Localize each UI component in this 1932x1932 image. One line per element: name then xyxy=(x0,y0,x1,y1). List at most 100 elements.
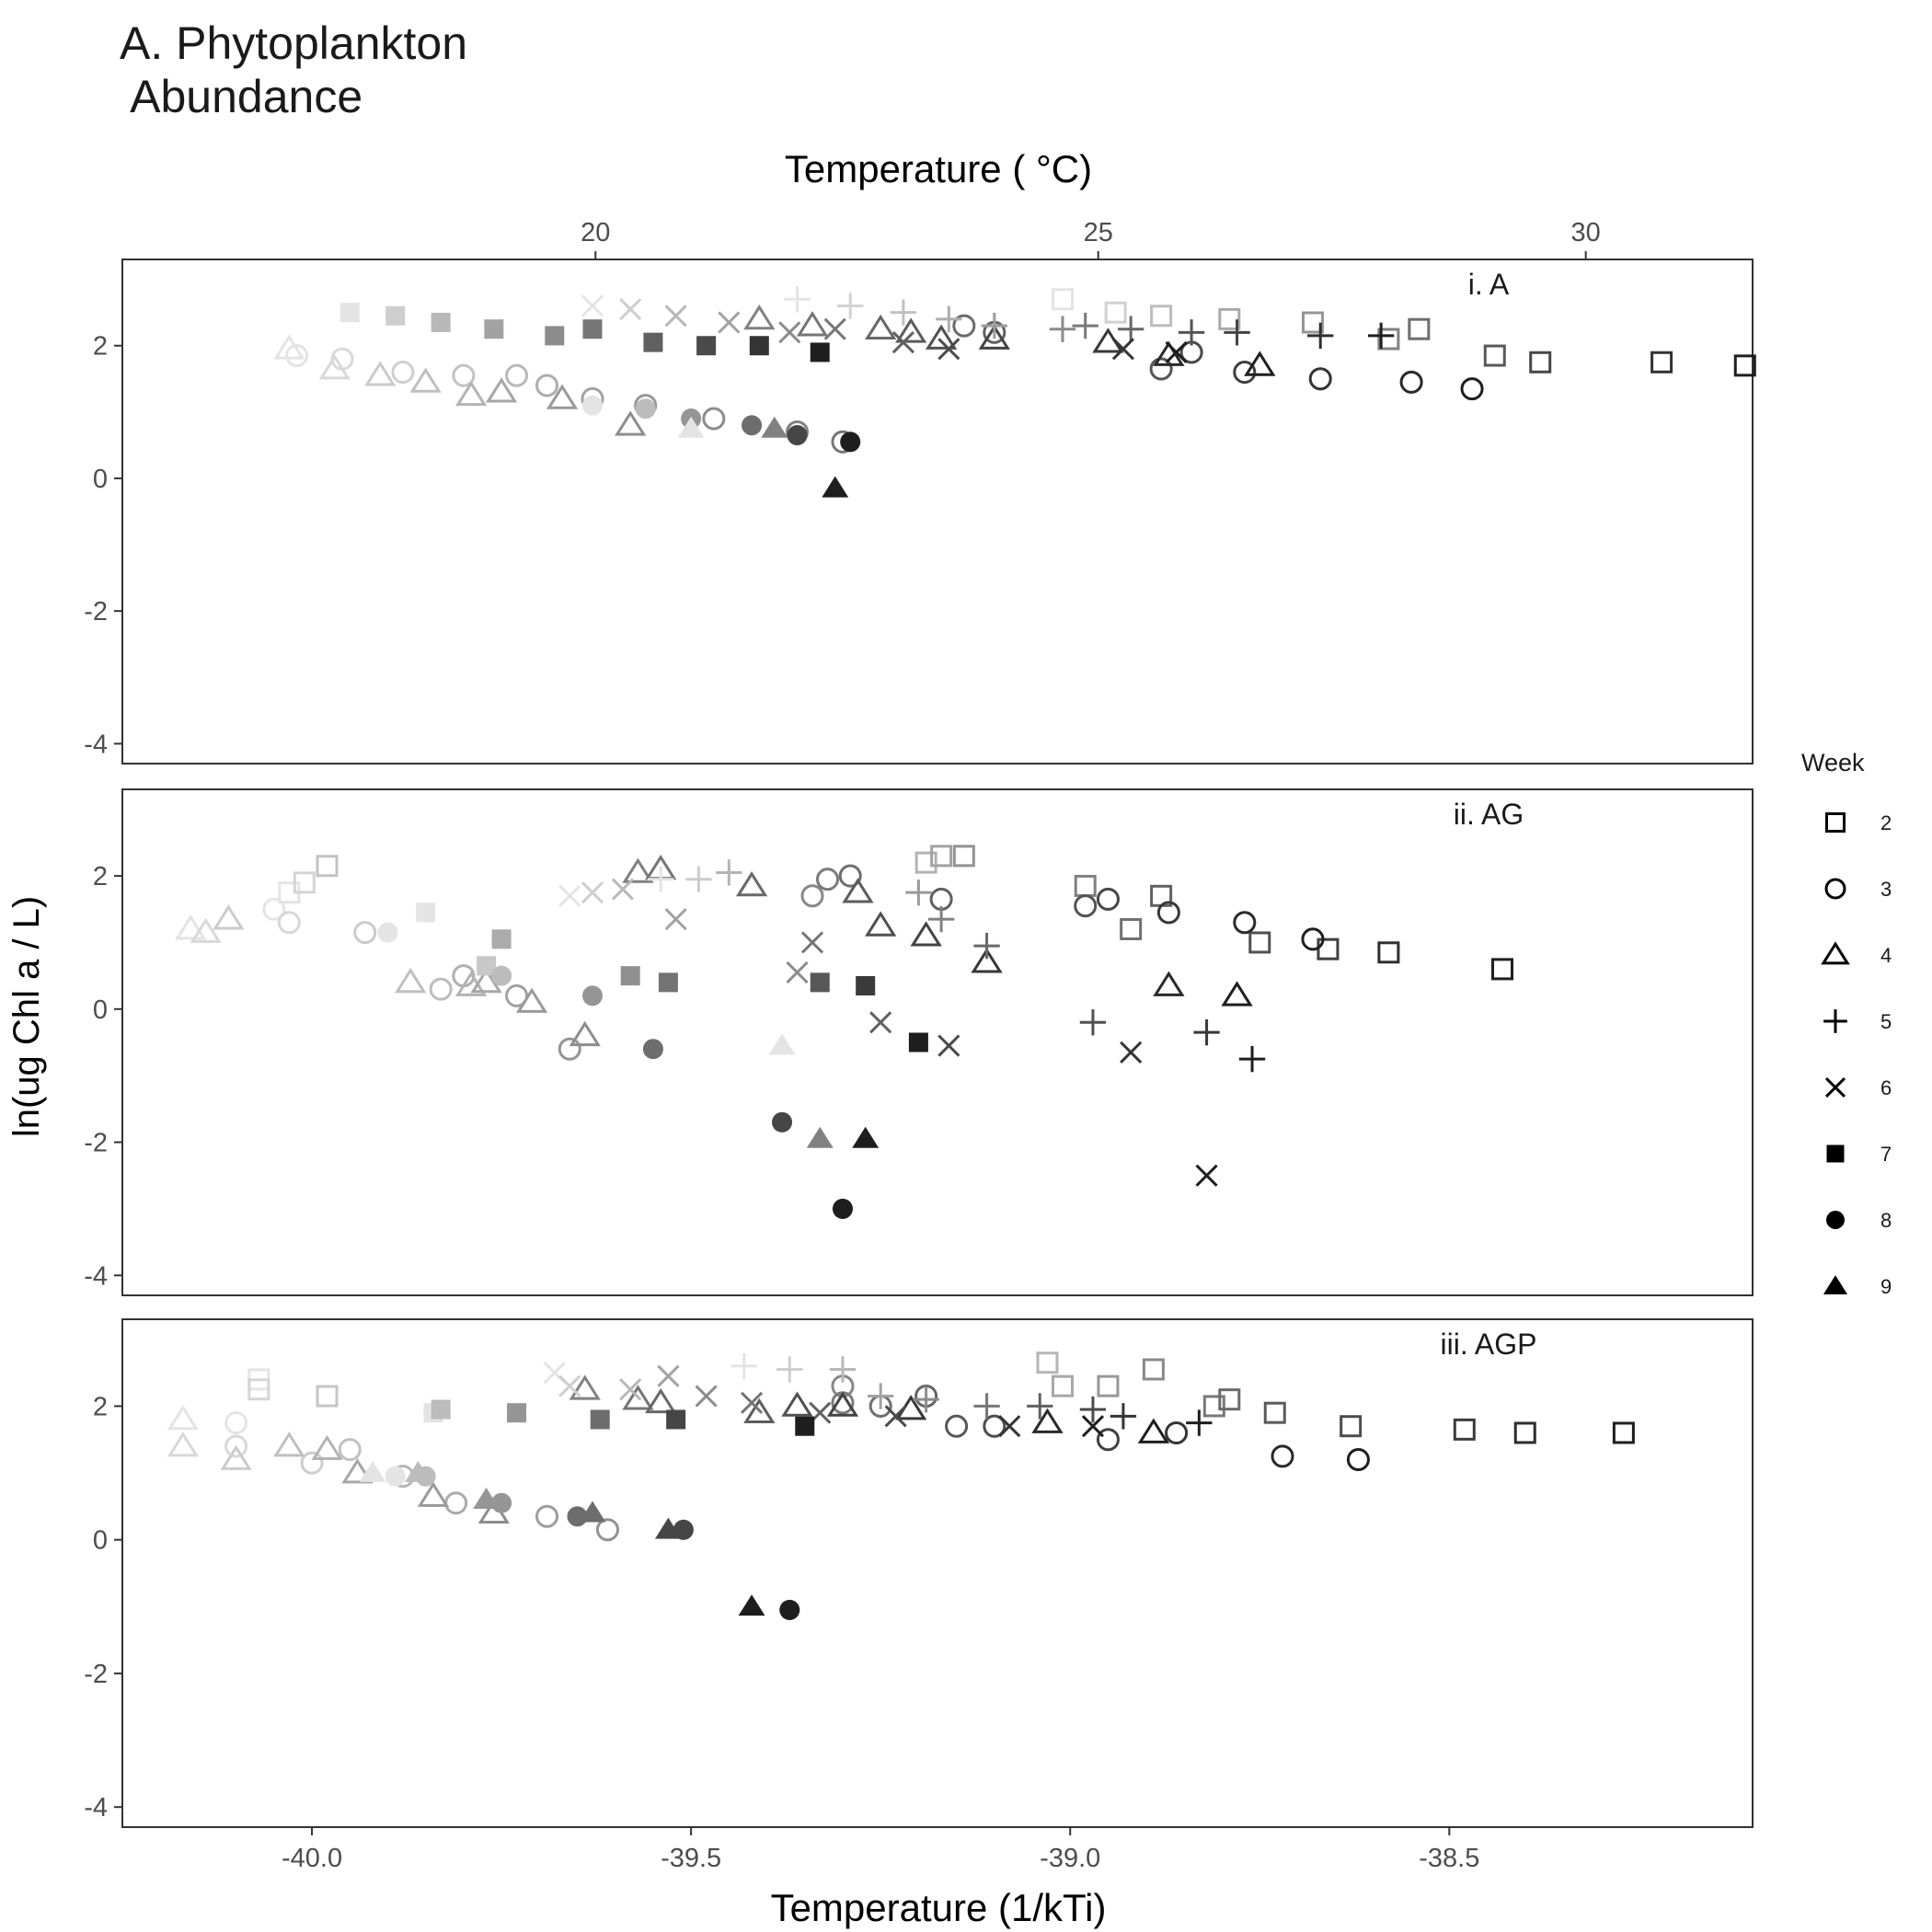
top-axis: 20 25 30 xyxy=(581,218,1601,259)
point-week-3 xyxy=(224,1411,248,1435)
panel-label: ii. AG xyxy=(1454,798,1524,831)
point-week-3 xyxy=(300,1451,324,1475)
point-week-8 xyxy=(840,431,861,453)
point-week-6 xyxy=(1111,338,1135,361)
point-week-4 xyxy=(865,911,897,937)
legend-marker-week-8 xyxy=(1826,1211,1845,1229)
point-week-4 xyxy=(454,380,488,407)
point-week-9 xyxy=(768,1033,796,1055)
point-week-3 xyxy=(1399,370,1423,394)
point-week-3 xyxy=(983,1414,1006,1438)
legend-marker-week-9 xyxy=(1823,1275,1848,1294)
point-week-9 xyxy=(404,1460,431,1482)
point-week-5 xyxy=(1238,1045,1266,1073)
point-week-7 xyxy=(582,319,603,339)
legend-marker-week-4 xyxy=(1821,941,1850,965)
point-week-4 xyxy=(622,1385,654,1410)
point-week-4 xyxy=(735,870,768,897)
point-week-5 xyxy=(716,859,742,886)
panels: -4 -2 0 2 i. A -4 -2 0 2 ii. AG -4 -2 0 2 iii. AGP xyxy=(84,259,1756,1828)
y-tick-label: 0 xyxy=(93,1526,108,1556)
legend-label: 5 xyxy=(1880,1010,1892,1033)
point-week-5 xyxy=(927,905,955,933)
legend-title: Week xyxy=(1801,749,1865,776)
legend-marker-week-7 xyxy=(1826,1144,1845,1163)
panel-3: -4 -2 0 2 iii. AGP xyxy=(84,1318,1754,1828)
point-week-7 xyxy=(590,1409,610,1430)
point-week-5 xyxy=(1367,322,1395,350)
point-week-7 xyxy=(385,305,406,326)
point-week-3 xyxy=(338,1438,362,1462)
point-week-4 xyxy=(311,1434,343,1460)
point-week-4 xyxy=(546,384,579,409)
point-week-5 xyxy=(936,305,962,333)
point-week-9 xyxy=(822,476,849,498)
point-week-8 xyxy=(787,425,808,446)
point-week-7 xyxy=(339,303,360,323)
point-week-4 xyxy=(417,1481,450,1507)
point-week-4 xyxy=(515,987,548,1013)
point-week-2 xyxy=(930,845,953,868)
point-week-2 xyxy=(316,1385,339,1408)
point-week-6 xyxy=(558,1374,581,1397)
point-week-2 xyxy=(1408,317,1431,340)
point-week-6 xyxy=(657,1364,680,1387)
point-week-3 xyxy=(815,868,840,891)
point-week-2 xyxy=(952,845,975,868)
point-week-5 xyxy=(868,1383,894,1409)
point-week-8 xyxy=(491,965,512,986)
point-week-8 xyxy=(742,415,763,436)
point-week-7 xyxy=(856,975,876,995)
point-week-4 xyxy=(842,878,874,903)
point-week-6 xyxy=(718,311,741,334)
x-tick-label: -40.0 xyxy=(282,1844,342,1873)
point-week-3 xyxy=(1308,367,1332,391)
legend-marker-week-6 xyxy=(1824,1076,1846,1098)
bottom-axis: -40.0 -39.5 -39.0 -38.5 xyxy=(282,1827,1479,1873)
point-week-3 xyxy=(353,921,377,945)
point-week-4 xyxy=(167,1432,200,1457)
x-axis-label: Temperature (1/kTi) xyxy=(771,1886,1107,1929)
panel-label: iii. AGP xyxy=(1441,1328,1537,1361)
point-week-2 xyxy=(914,851,937,874)
point-week-7 xyxy=(908,1032,928,1052)
point-week-9 xyxy=(806,1126,834,1148)
y-tick-label: -2 xyxy=(84,1129,108,1158)
point-week-3 xyxy=(262,897,286,921)
point-week-9 xyxy=(473,1487,500,1509)
point-week-3 xyxy=(838,864,862,888)
legend-label: 8 xyxy=(1880,1209,1892,1232)
point-week-6 xyxy=(1195,1164,1218,1187)
point-week-3 xyxy=(945,1414,969,1438)
point-week-8 xyxy=(635,398,656,420)
point-week-9 xyxy=(738,1594,765,1616)
point-week-4 xyxy=(318,354,351,380)
point-week-2 xyxy=(1483,344,1506,367)
legend-label: 6 xyxy=(1880,1076,1892,1099)
point-week-3 xyxy=(1096,1428,1120,1452)
chart-title-line-2: Abundance xyxy=(120,71,363,122)
point-week-8 xyxy=(385,1466,406,1487)
point-week-9 xyxy=(852,1126,880,1148)
x-tick-label: -38.5 xyxy=(1419,1844,1479,1873)
point-week-7 xyxy=(658,972,678,993)
point-week-5 xyxy=(1178,319,1205,346)
point-week-7 xyxy=(431,313,451,332)
panel-frame xyxy=(121,788,1754,1296)
panel-label: i. A xyxy=(1468,268,1510,301)
point-week-3 xyxy=(558,1037,581,1061)
point-week-9 xyxy=(677,416,705,438)
point-week-2 xyxy=(1248,931,1271,954)
point-week-4 xyxy=(1153,971,1185,996)
point-week-9 xyxy=(761,416,788,438)
point-week-5 xyxy=(730,1352,758,1380)
point-week-5 xyxy=(685,866,712,892)
point-week-5 xyxy=(1079,1009,1107,1036)
point-week-4 xyxy=(485,377,518,403)
point-week-4 xyxy=(910,921,942,947)
point-week-6 xyxy=(884,1405,907,1428)
point-week-5 xyxy=(837,293,864,319)
point-week-4 xyxy=(273,334,305,360)
x-tick-label: -39.0 xyxy=(1040,1844,1100,1873)
point-week-4 xyxy=(895,317,927,343)
